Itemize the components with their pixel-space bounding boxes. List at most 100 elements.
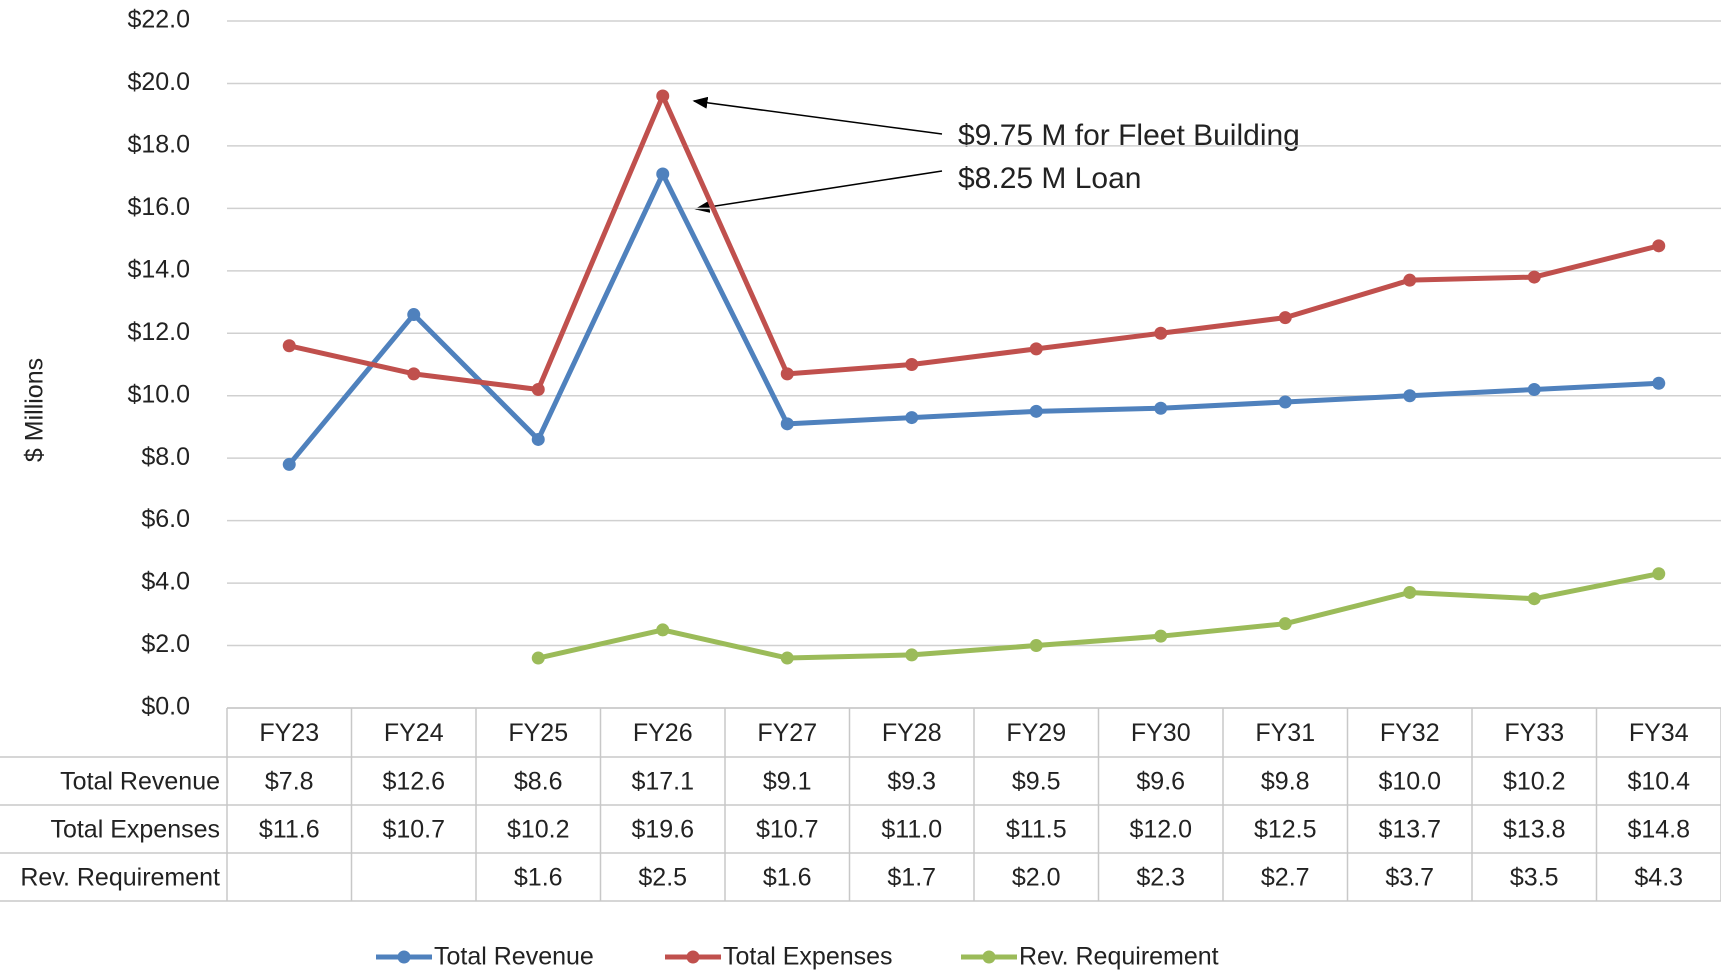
data-point: [1528, 383, 1541, 396]
value-label: $10.2: [1503, 768, 1566, 796]
x-tick-label: FY24: [384, 719, 444, 747]
legend-marker: [687, 951, 700, 964]
data-point: [1528, 592, 1541, 605]
y-tick-label: $14.0: [127, 255, 190, 283]
x-tick-label: FY33: [1504, 719, 1564, 747]
data-point: [1154, 630, 1167, 643]
data-point: [905, 358, 918, 371]
value-label: $4.3: [1634, 864, 1683, 892]
value-label: $12.5: [1254, 816, 1317, 844]
y-tick-label: $6.0: [141, 505, 190, 533]
data-point: [283, 339, 296, 352]
y-tick-label: $22.0: [127, 6, 190, 34]
y-tick-label: $8.0: [141, 443, 190, 471]
data-point: [532, 433, 545, 446]
data-point: [1154, 402, 1167, 415]
value-label: $11.6: [259, 816, 320, 844]
x-tick-label: FY30: [1131, 719, 1191, 747]
value-label: $9.6: [1136, 768, 1185, 796]
value-label: $3.5: [1510, 864, 1559, 892]
data-point: [532, 383, 545, 396]
data-point: [905, 648, 918, 661]
y-tick-label: $0.0: [141, 693, 190, 721]
series-line: [289, 174, 1659, 464]
data-point: [1403, 274, 1416, 287]
value-label: $10.7: [382, 816, 445, 844]
data-point: [781, 652, 794, 665]
data-point: [1030, 639, 1043, 652]
data-point: [1403, 586, 1416, 599]
y-tick-label: $2.0: [141, 630, 190, 658]
data-point: [1279, 395, 1292, 408]
value-label: $19.6: [631, 816, 694, 844]
value-label: $2.3: [1136, 864, 1185, 892]
value-label: $9.8: [1261, 768, 1310, 796]
value-label: $8.6: [514, 768, 563, 796]
data-point: [656, 623, 669, 636]
chart: $ Millions $9.75 M for Fleet Building $8…: [0, 0, 1721, 974]
data-point: [1528, 271, 1541, 284]
data-point: [532, 652, 545, 665]
y-tick-label: $12.0: [127, 318, 190, 346]
data-point: [781, 417, 794, 430]
data-point: [1403, 389, 1416, 402]
value-label: $2.7: [1261, 864, 1310, 892]
data-point: [656, 89, 669, 102]
value-label: $9.5: [1012, 768, 1061, 796]
value-label: $9.1: [763, 768, 812, 796]
y-axis-label: $ Millions: [21, 358, 49, 462]
value-label: $7.8: [265, 768, 314, 796]
x-tick-label: FY28: [882, 719, 942, 747]
y-tick-label: $20.0: [127, 68, 190, 96]
value-label: $11.5: [1006, 816, 1067, 844]
annotation: $9.75 M for Fleet Building: [958, 119, 1300, 152]
value-label: $10.7: [756, 816, 819, 844]
table-row-label: Total Expenses: [50, 816, 220, 844]
value-label: $10.4: [1627, 768, 1690, 796]
data-point: [1279, 311, 1292, 324]
x-tick-label: FY25: [508, 719, 568, 747]
value-label: $9.3: [887, 768, 936, 796]
data-point: [1652, 377, 1665, 390]
value-label: $17.1: [631, 768, 694, 796]
legend-label: Total Expenses: [723, 943, 893, 971]
x-tick-label: FY23: [259, 719, 319, 747]
data-point: [1154, 327, 1167, 340]
value-label: $12.0: [1129, 816, 1192, 844]
value-label: $14.8: [1627, 816, 1690, 844]
y-tick-label: $4.0: [141, 568, 190, 596]
x-tick-label: FY31: [1255, 719, 1315, 747]
y-tick-label: $18.0: [127, 131, 190, 159]
data-point: [407, 308, 420, 321]
value-label: $2.5: [638, 864, 687, 892]
value-label: $13.7: [1378, 816, 1441, 844]
value-label: $10.2: [507, 816, 570, 844]
legend-marker: [983, 951, 996, 964]
x-tick-label: FY26: [633, 719, 693, 747]
legend-marker: [398, 951, 411, 964]
value-label: $1.6: [514, 864, 563, 892]
data-point: [1030, 342, 1043, 355]
value-label: $1.6: [763, 864, 812, 892]
table-row-label: Rev. Requirement: [20, 864, 220, 892]
data-point: [1279, 617, 1292, 630]
value-label: $11.0: [881, 816, 942, 844]
annotation-arrow: [694, 101, 942, 134]
data-point: [1652, 567, 1665, 580]
table-row-label: Total Revenue: [60, 768, 220, 796]
data-point: [905, 411, 918, 424]
y-tick-label: $16.0: [127, 193, 190, 221]
value-label: $12.6: [382, 768, 445, 796]
value-label: $10.0: [1378, 768, 1441, 796]
value-label: $1.7: [887, 864, 936, 892]
legend-label: Rev. Requirement: [1019, 943, 1219, 971]
data-point: [1652, 239, 1665, 252]
data-point: [1030, 405, 1043, 418]
data-point: [283, 458, 296, 471]
x-tick-label: FY29: [1006, 719, 1066, 747]
annotation-arrow: [696, 171, 942, 209]
annotation: $8.25 M Loan: [958, 162, 1141, 195]
y-tick-label: $10.0: [127, 380, 190, 408]
data-point: [781, 367, 794, 380]
legend-label: Total Revenue: [434, 943, 594, 971]
